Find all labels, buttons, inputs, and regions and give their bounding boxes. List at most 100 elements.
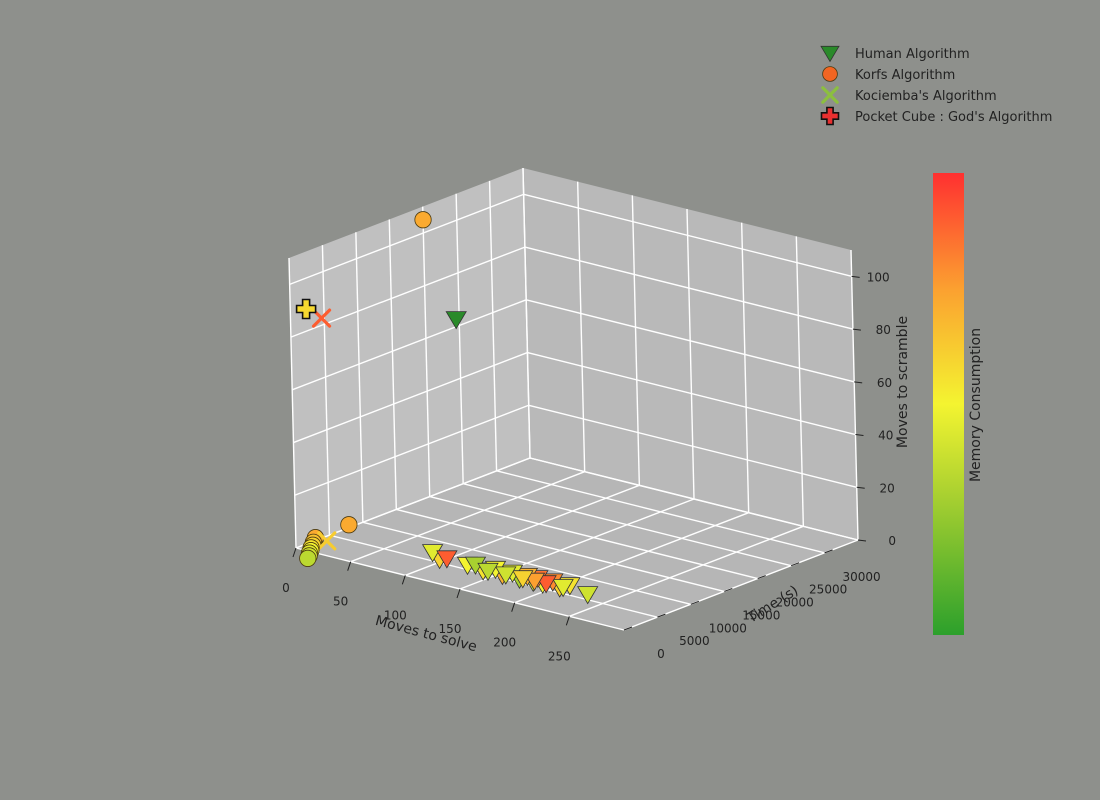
z-tick-label: 20 [879,481,894,495]
human-algorithm-point [523,572,546,591]
y-tick [790,562,800,567]
x-tick-label: 0 [282,581,290,595]
colorbar: Memory Consumption [933,173,984,635]
grid-line [455,193,464,484]
z-tick-label: 40 [878,429,893,443]
grid-line [293,351,528,444]
grid-line [355,232,364,523]
colorbar-label: Memory Consumption [968,328,984,482]
legend-marker-pocket-cube-god-s-algorithm [820,106,840,126]
grid-line [294,404,529,496]
grid-line [329,534,658,618]
grid-line [850,249,859,541]
z-tick [851,275,860,278]
z-tick [855,434,864,437]
colorbar-gradient [933,173,964,635]
human-algorithm-point [436,550,458,569]
y-tick [657,613,666,618]
x-tick [456,588,461,599]
grid-line [524,246,854,330]
grid-line [422,206,431,497]
human-algorithm-point [577,586,599,605]
pocket-cube-god-s-algorithm-point [295,298,317,320]
axes-panes [289,168,858,630]
x-tick [511,602,516,612]
grid-line [527,351,856,436]
grid-line [528,404,857,488]
y-tick-label: 30000 [842,570,880,584]
grid-line [631,195,641,486]
grid-line [740,222,750,513]
grid-line [291,299,527,391]
grid-line [529,457,859,541]
x-tick-label: 250 [548,649,571,663]
y-tick [824,549,833,554]
x-axis-label: Moves to solve [374,613,479,655]
z-tick [856,486,865,489]
x-tick [401,575,406,585]
y-tick-label: 0 [657,647,665,661]
legend-label-korfs-algorithm: Korfs Algorithm [855,68,955,83]
grid-line [429,495,758,580]
grid-line [388,219,397,510]
legend-marker-human-algorithm [820,45,840,63]
human-algorithm-point [421,544,444,563]
grid-line [523,193,852,278]
human-algorithm-point [512,570,534,589]
grid-line [522,167,531,459]
y-tick [690,600,700,605]
legend-label-human-algorithm: Human Algorithm [855,47,970,62]
human-algorithm-point [445,311,467,330]
grid-line [576,181,586,472]
y-tick-label: 25000 [809,583,847,597]
z-axis-label: Moves to scramble [895,316,911,448]
human-algorithm-point [477,562,499,582]
y-tick-label: 5000 [679,634,710,648]
z-tick [854,381,863,384]
human-algorithm-point [552,579,574,598]
grid-line [686,208,695,500]
grid-line [321,245,331,536]
y-tick [623,626,633,631]
grid-line [488,180,498,471]
x-tick-label: 100 [384,608,407,622]
grid-line [362,521,692,605]
data-points [295,211,599,605]
korfs-algorithm-point [299,549,317,567]
y-tick-label: 10000 [709,621,747,635]
z-tick-label: 60 [877,376,892,390]
human-algorithm-point [535,575,557,594]
y-tick-label: 15000 [742,608,780,622]
x-tick [292,547,297,558]
grid-line [288,257,297,549]
kociemba-s-algorithm-point [317,531,337,551]
grid-line [569,525,804,617]
x-tick-label: 150 [439,622,462,636]
z-tick-label: 80 [876,323,891,337]
x-tick [347,561,352,571]
grid-line [496,470,825,554]
x-tick-label: 50 [333,595,348,609]
grid-line [526,299,855,383]
legend: Human Algorithm Korfs Algorithm Kociemba's… [820,45,1052,126]
legend-marker-kociemba-s-algorithm [821,86,839,104]
y-tick-label: 20000 [776,596,814,610]
left-wall-pane [289,168,530,548]
grid-line [795,236,805,527]
human-algorithm-point [495,566,517,585]
korfs-algorithm-point [340,516,358,534]
y-tick [724,587,733,592]
z-tick-label: 100 [867,270,890,284]
legend-marker-korfs-algorithm [822,66,838,82]
legend-label-pocket-cube-god-s-algorithm: Pocket Cube : God's Algorithm [855,110,1052,125]
grid-line [289,193,524,286]
legend-label-kociemba-s-algorithm: Kociemba's Algorithm [855,89,997,104]
grid-line [396,508,725,593]
z-tick [857,539,867,542]
grid-line [462,483,792,567]
z-tick-label: 0 [888,534,896,548]
x-tick [565,616,570,626]
